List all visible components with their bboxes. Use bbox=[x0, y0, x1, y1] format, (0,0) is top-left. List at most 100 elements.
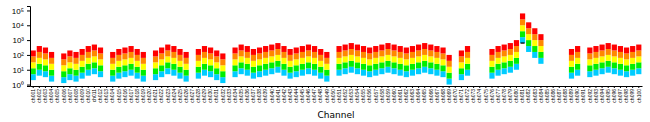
bar-segment bbox=[232, 65, 237, 71]
y-tick-mark bbox=[27, 55, 30, 56]
x-tick: ch022 bbox=[158, 86, 164, 103]
bar-segment bbox=[392, 56, 397, 62]
bar-segment bbox=[410, 52, 415, 58]
x-tick-mark bbox=[485, 86, 486, 88]
y-tick: 10² bbox=[12, 51, 30, 60]
x-tick-label: ch004 bbox=[48, 89, 54, 103]
x-tick: ch069 bbox=[446, 86, 452, 103]
x-tick-label: ch091 bbox=[580, 89, 586, 103]
plot-area bbox=[31, 13, 642, 84]
bar-segment bbox=[575, 70, 580, 76]
bar-segment bbox=[269, 62, 274, 68]
bar-segment bbox=[593, 64, 598, 70]
x-tick-mark bbox=[45, 86, 46, 88]
x-tick-label: ch013 bbox=[103, 89, 109, 103]
x-tick-label: ch045 bbox=[299, 89, 305, 103]
x-tick-label: ch064 bbox=[415, 89, 421, 103]
bar-segment bbox=[489, 55, 494, 61]
bar-segment bbox=[336, 64, 341, 70]
bar-segment bbox=[398, 70, 403, 76]
bar-segment bbox=[312, 52, 317, 58]
bar-segment bbox=[251, 73, 256, 79]
bar-segment bbox=[379, 45, 384, 51]
bar-segment bbox=[153, 62, 158, 68]
error-bar-cap bbox=[521, 43, 525, 44]
bar-segment bbox=[349, 61, 354, 67]
x-tick-label: ch093 bbox=[593, 89, 599, 103]
x-tick-mark bbox=[247, 86, 248, 88]
x-tick-mark bbox=[559, 86, 560, 88]
x-tick: ch013 bbox=[103, 86, 109, 103]
x-tick-label: ch076 bbox=[489, 89, 495, 103]
bar-segment bbox=[349, 67, 354, 73]
bar-segment bbox=[440, 53, 445, 59]
x-tick: ch064 bbox=[415, 86, 421, 103]
bar-segment bbox=[514, 64, 519, 70]
bar-segment bbox=[630, 52, 635, 58]
bar-segment bbox=[404, 65, 409, 71]
x-tick-mark bbox=[357, 86, 358, 88]
bar-segment bbox=[159, 71, 164, 77]
bar-segment bbox=[624, 48, 629, 54]
bar-segment bbox=[593, 52, 598, 58]
y-tick-label: 10³ bbox=[12, 36, 24, 45]
x-tick: ch068 bbox=[440, 86, 446, 103]
bar-segment bbox=[31, 74, 36, 80]
x-tick-mark bbox=[192, 86, 193, 88]
x-tick-label: ch100 bbox=[636, 89, 642, 103]
bar-segment bbox=[269, 50, 274, 56]
x-tick: ch008 bbox=[73, 86, 79, 103]
bar-segment bbox=[318, 73, 323, 79]
x-tick-label: ch024 bbox=[171, 89, 177, 103]
bar-segment bbox=[257, 53, 262, 59]
bar-segment bbox=[324, 52, 329, 58]
bar-segment bbox=[502, 56, 507, 62]
bar-segment bbox=[404, 59, 409, 65]
x-tick: ch028 bbox=[195, 86, 201, 103]
bar-segment bbox=[61, 65, 66, 71]
x-tick-label: ch041 bbox=[275, 89, 281, 103]
bar-segment bbox=[569, 49, 574, 55]
x-tick: ch053 bbox=[348, 86, 354, 103]
bar-segment bbox=[532, 52, 537, 58]
x-tick-mark bbox=[290, 86, 291, 88]
x-tick-label: ch063 bbox=[409, 89, 415, 103]
bar-segment bbox=[116, 55, 121, 61]
bar-segment bbox=[508, 49, 513, 55]
bar-segment bbox=[416, 45, 421, 51]
x-tick-mark bbox=[277, 86, 278, 88]
bar-segment bbox=[251, 61, 256, 67]
x-tick-label: ch088 bbox=[562, 89, 568, 103]
bar-segment bbox=[624, 59, 629, 65]
x-tick-mark bbox=[228, 86, 229, 88]
bar-segment bbox=[440, 65, 445, 71]
bar-segment bbox=[220, 71, 225, 77]
x-tick-mark bbox=[143, 86, 144, 88]
x-tick-mark bbox=[351, 86, 352, 88]
bar-segment bbox=[31, 50, 36, 56]
bar-segment bbox=[618, 58, 623, 64]
bar-segment bbox=[428, 45, 433, 51]
bar-segment bbox=[141, 58, 146, 64]
bar-segment bbox=[67, 50, 72, 56]
x-tick-mark bbox=[167, 86, 168, 88]
bar-segment bbox=[440, 59, 445, 65]
x-tick-mark bbox=[443, 86, 444, 88]
x-tick-mark bbox=[186, 86, 187, 88]
y-tick-label: 10⁴ bbox=[12, 21, 25, 30]
x-tick-label: ch055 bbox=[360, 89, 366, 103]
bar-segment bbox=[489, 49, 494, 55]
bar-segment bbox=[232, 59, 237, 65]
x-tick: ch051 bbox=[336, 86, 342, 103]
x-tick-mark bbox=[241, 86, 242, 88]
x-tick-label: ch090 bbox=[574, 89, 580, 103]
bar-segment bbox=[349, 43, 354, 49]
y-tick-label: 10⁰ bbox=[12, 81, 24, 90]
bar-segment bbox=[80, 49, 85, 55]
bar-segment bbox=[434, 46, 439, 52]
x-tick: ch009 bbox=[79, 86, 85, 103]
bar-segment bbox=[98, 71, 103, 77]
bar-segment bbox=[245, 58, 250, 64]
bar-segment bbox=[410, 70, 415, 76]
bar-segment bbox=[398, 52, 403, 58]
